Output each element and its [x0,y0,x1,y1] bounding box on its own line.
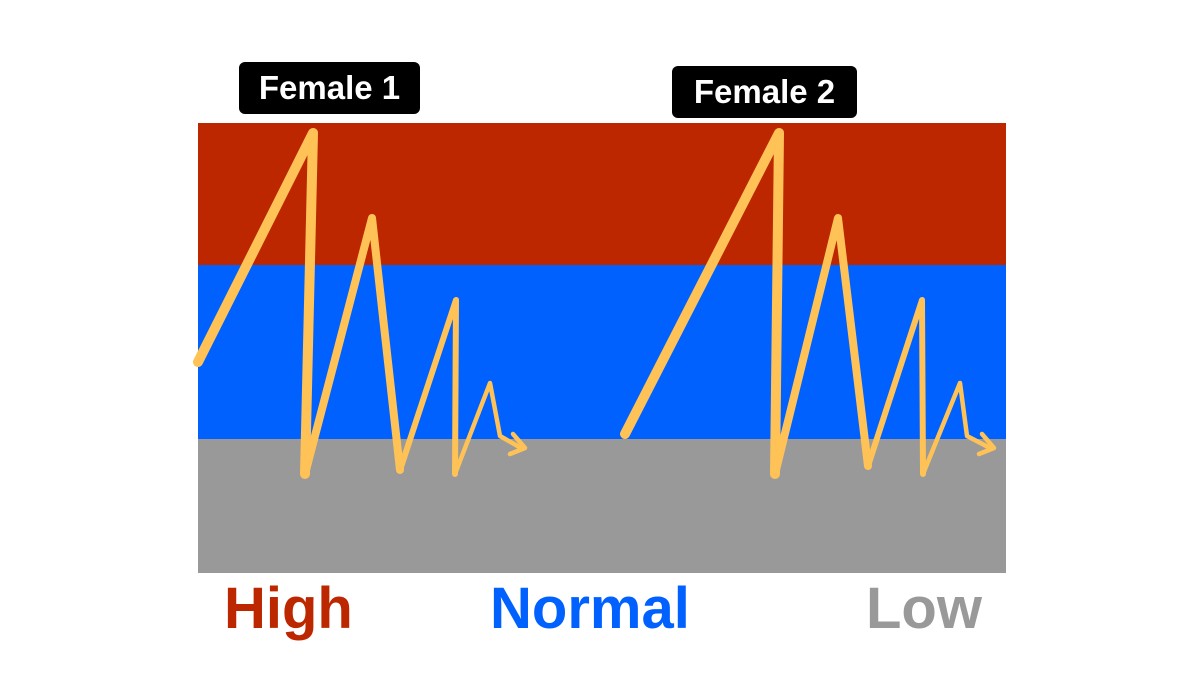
high-band [198,123,1006,265]
legend-normal: Normal [490,576,690,641]
female2-label: Female 2 [672,66,857,118]
female1-arrowhead [507,431,528,457]
female2-curve [620,128,997,479]
low-band [198,439,1006,573]
female2-arrowhead [976,431,997,457]
legend-high: High [224,576,353,641]
legend-low: Low [866,576,982,641]
female1-curve [193,128,528,479]
female1-label: Female 1 [239,62,420,114]
normal-band [198,265,1006,439]
